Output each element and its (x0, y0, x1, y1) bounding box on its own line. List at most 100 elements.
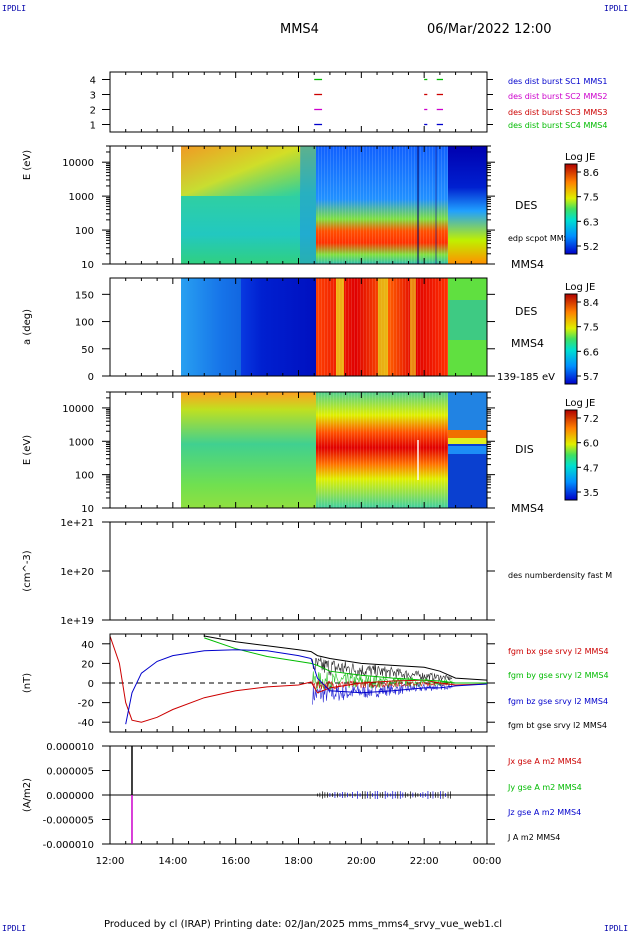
bfield-ytick-label: -40 (78, 718, 94, 729)
current-ytick-label: -0.000010 (43, 840, 94, 851)
colorbar-tick-label: 7.5 (583, 323, 599, 334)
colorbar-title: Log JE (565, 398, 595, 409)
bfield-legend-entry: fgm bt gse srvy l2 MMS4 (508, 721, 607, 730)
burst-legend-entry: des dist burst SC4 MMS4 (508, 121, 607, 130)
datetime-title: 06/Mar/2022 12:00 (427, 22, 552, 37)
bfield-series-line (109, 635, 488, 723)
colorbar-tick-label: 4.7 (583, 463, 599, 474)
time-axis-label: 12:00 (96, 856, 125, 867)
current-ytick-label: 0.000005 (46, 767, 94, 778)
burst-ytick-label: 4 (90, 76, 96, 87)
des-energy-ytick-label: 1000 (69, 192, 94, 203)
density-legend: des numberdensity fast M (508, 571, 612, 580)
spacecraft-title: MMS4 (280, 22, 319, 37)
des-pitch-ytick-label: 150 (75, 290, 94, 301)
colorbar-tick-label: 6.0 (583, 439, 599, 450)
des-pitch-ytick-label: 50 (81, 345, 94, 356)
bfield-ytick-label: 20 (81, 659, 94, 670)
current-ytick-label: -0.000005 (43, 816, 94, 827)
current-ytick-label: 0.000000 (46, 791, 94, 802)
panel-bfield: (nT) 40 20 0 -20 -40 fgm bx gse srvy l2 MMS4… (22, 633, 609, 733)
bfield-ytick-label: 0 (88, 679, 94, 690)
colorbar-tick-label: 6.3 (583, 217, 599, 228)
colorbar-tick-label: 8.6 (583, 168, 599, 179)
bfield-turbulence-trace (312, 680, 453, 691)
colorbar (564, 163, 578, 255)
des-energy-label: DES (515, 199, 537, 212)
current-legend-entry: J A m2 MMS4 (507, 833, 560, 842)
des-pitch-ylabel: a (deg) (22, 309, 33, 345)
time-axis-label: 14:00 (158, 856, 187, 867)
density-ytick-label: 1e+21 (60, 518, 94, 529)
colorbar-tick-label: 5.2 (583, 242, 599, 253)
colorbar-tick-label: 6.6 (583, 347, 599, 358)
dis-energy-ytick-label: 100 (75, 471, 94, 482)
des-energy-ytick-label: 100 (75, 226, 94, 237)
des-energy-ylabel: E (eV) (22, 150, 33, 180)
panel-current: (A/m2) 0.000010 0.000005 0.000000 -0.000005… (22, 742, 582, 851)
burst-legend-entry: des dist burst SC2 MMS2 (508, 92, 607, 101)
time-axis-label: 00:00 (473, 856, 502, 867)
des-pitch-label: DES (515, 305, 537, 318)
bfield-turbulence-trace (312, 657, 453, 682)
des-pitch-ytick-label: 0 (88, 372, 94, 383)
des-energy-sublabel: MMS4 (511, 258, 544, 271)
des-scpot-label: edp scpot MMS4 (508, 234, 574, 243)
corner-label-bl: IPDLI (2, 924, 27, 933)
panel-des-energy: E (eV) 10 100 1000 10000 DES edp scpot MMS4… (22, 145, 599, 271)
des-energy-ytick-label: 10 (81, 260, 94, 271)
current-ylabel: (A/m2) (22, 778, 33, 812)
burst-legend-entry: des dist burst SC3 MMS3 (508, 108, 607, 117)
dis-energy-ytick-label: 10 (81, 504, 94, 515)
burst-legend-entry: des dist burst SC1 MMS1 (508, 77, 607, 86)
bfield-legend-entry: fgm bz gse srvy l2 MMS4 (508, 697, 608, 706)
colorbar-tick-label: 7.5 (583, 193, 599, 204)
time-axis-label: 22:00 (410, 856, 439, 867)
bfield-series-line (125, 649, 488, 725)
colorbar-tick-label: 8.4 (583, 298, 599, 309)
panel-burst: 1 2 3 4 des dist burst SC1 MMS1 des dist bur… (90, 71, 607, 133)
burst-ytick-label: 1 (90, 121, 96, 132)
colorbar-title: Log JE (565, 152, 595, 163)
panel-dis-energy: E (eV) 10 100 1000 10000 DIS MMS4 Log JE 7.2… (22, 391, 599, 515)
panel-density: (cm^-3) 1e+19 1e+20 1e+21 des numberdensit… (22, 518, 612, 627)
current-legend-entry: Jy gse A m2 MMS4 (507, 783, 582, 792)
dis-energy-ytick-label: 10000 (62, 404, 94, 415)
corner-label-tl: IPDLI (2, 4, 27, 13)
burst-ytick-label: 2 (90, 106, 96, 117)
density-ylabel: (cm^-3) (22, 550, 33, 591)
dis-energy-ylabel: E (eV) (22, 435, 33, 465)
dis-energy-sublabel: MMS4 (511, 502, 544, 515)
footer-credits: Produced by cl (IRAP) Printing date: 02/… (104, 919, 503, 930)
time-axis-label: 16:00 (221, 856, 250, 867)
current-ytick-label: 0.000010 (46, 742, 94, 753)
panel-des-pitch: a (deg) 0 50 100 150 DES MMS4 139-185 eV Lo… (22, 277, 599, 385)
bfield-ytick-label: -20 (78, 699, 94, 710)
time-axis-label: 20:00 (347, 856, 376, 867)
des-pitch-heatmap (181, 278, 487, 376)
colorbar (564, 409, 578, 501)
bfield-legend-entry: fgm bx gse srvy l2 MMS4 (508, 647, 609, 656)
des-pitch-sublabel: MMS4 (511, 337, 544, 350)
corner-label-br: IPDLI (604, 924, 629, 933)
dis-energy-label: DIS (515, 443, 534, 456)
des-energy-ytick-label: 10000 (62, 158, 94, 169)
time-axis-label: 18:00 (284, 856, 313, 867)
colorbar-title: Log JE (565, 282, 595, 293)
current-legend-entry: Jx gse A m2 MMS4 (507, 757, 582, 766)
panel-burst-frame (109, 71, 488, 133)
density-ytick-label: 1e+20 (60, 567, 94, 578)
dis-energy-ytick-label: 1000 (69, 437, 94, 448)
colorbar (564, 293, 578, 385)
bfield-series-line (204, 637, 487, 684)
des-energy-heatmap (181, 146, 487, 264)
colorbar-tick-label: 5.7 (583, 372, 599, 383)
bfield-legend-entry: fgm by gse srvy l2 MMS4 (508, 671, 609, 680)
bfield-series-line (204, 635, 488, 681)
corner-label-tr: IPDLI (604, 4, 629, 13)
bfield-ylabel: (nT) (22, 673, 33, 693)
dis-energy-heatmap (181, 392, 487, 508)
des-pitch-ytick-label: 100 (75, 318, 94, 329)
density-ytick-label: 1e+19 (60, 616, 94, 627)
